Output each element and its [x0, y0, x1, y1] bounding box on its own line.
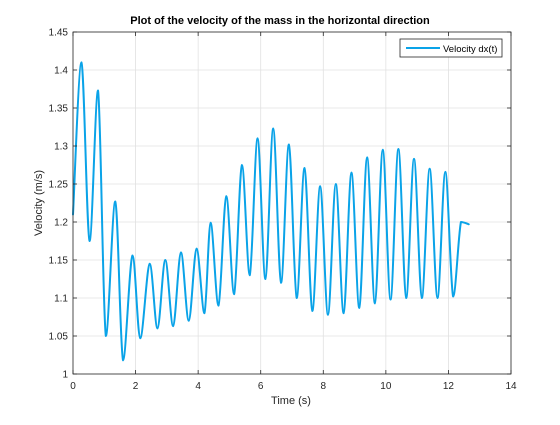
series-line-velocity-dx: [72, 61, 470, 362]
x-tick-label-5: 10: [380, 381, 392, 392]
y-tick-label-6: 1.3: [54, 142, 68, 153]
y-tick-label-8: 1.4: [54, 66, 68, 77]
x-tick-label-7: 14: [505, 381, 517, 392]
y-tick-label-7: 1.35: [49, 104, 69, 115]
axis-ticks: 0 2 4 6 8 10 12 14 1 1.05 1.1 1.15 1.2 1.25 1.3 1.35 1.4…: [49, 28, 517, 393]
legend: Velocity dx(t): [399, 38, 503, 58]
x-tick-label-3: 6: [258, 381, 264, 392]
y-tick-label-5: 1.25: [49, 180, 69, 191]
y-tick-label-1: 1.05: [49, 332, 69, 343]
x-tick-label-0: 0: [70, 381, 76, 392]
x-tick-label-4: 8: [321, 381, 327, 392]
y-axis-label: Velocity (m/s): [33, 170, 45, 236]
x-tick-label-6: 12: [443, 381, 455, 392]
axes-box: [72, 31, 512, 375]
y-tick-label-2: 1.1: [54, 294, 68, 305]
chart-title: Plot of the velocity of the mass in the …: [130, 15, 430, 27]
x-tick-label-1: 2: [133, 381, 139, 392]
y-tick-label-4: 1.2: [54, 218, 68, 229]
y-tick-label-9: 1.45: [49, 28, 69, 39]
x-tick-label-2: 4: [195, 381, 201, 392]
y-tick-label-3: 1.15: [49, 256, 69, 267]
y-tick-label-0: 1: [62, 370, 68, 381]
x-axis-label: Time (s): [271, 395, 311, 407]
legend-box: [399, 38, 503, 58]
legend-label-velocity-dx: Velocity dx(t): [443, 44, 497, 55]
